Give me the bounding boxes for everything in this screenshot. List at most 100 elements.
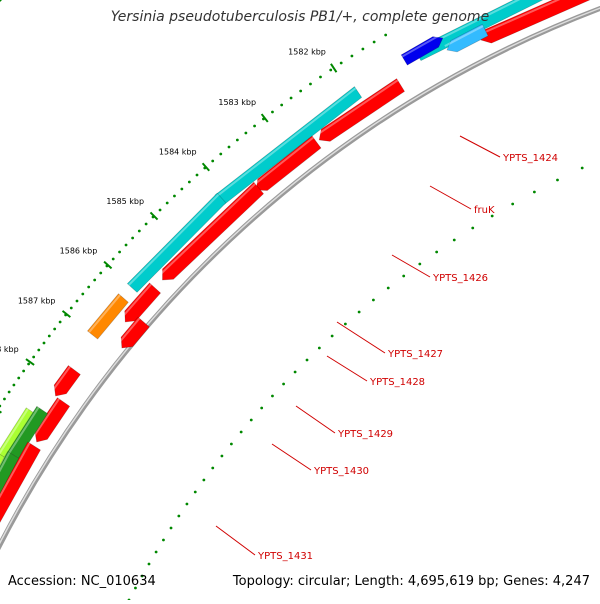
gene-arrow-ypts1431 bbox=[0, 441, 41, 523]
scale-tick-label: 1582 kbp bbox=[288, 47, 326, 56]
gene-arrow-ypts1431-shine bbox=[0, 442, 31, 499]
gene-arrow-ypts1424 bbox=[318, 78, 405, 142]
scale-dot bbox=[187, 180, 191, 184]
inner-scale-dot bbox=[202, 478, 206, 482]
gene-arrow-ypts1424-shine bbox=[315, 79, 399, 137]
inner-scale-dot bbox=[418, 262, 422, 266]
scale-dot bbox=[27, 362, 31, 366]
scale-dot bbox=[384, 33, 388, 37]
scale-dot bbox=[219, 152, 223, 156]
scale-dot bbox=[124, 243, 128, 247]
inner-scale-dot bbox=[271, 394, 274, 398]
scale-dot bbox=[309, 82, 312, 86]
scale-dot bbox=[271, 110, 274, 114]
scale-tick-label: 1588 kbp bbox=[0, 345, 19, 354]
scale-dot bbox=[3, 397, 6, 401]
inner-scale-dot bbox=[532, 190, 536, 194]
scale-dot bbox=[87, 285, 91, 289]
gene-arrow-ypts1430 bbox=[34, 397, 71, 443]
gene-label: YPTS_1426 bbox=[432, 273, 488, 284]
gene-label-leader bbox=[391, 254, 431, 278]
scale-tick bbox=[149, 211, 159, 221]
scale-dot bbox=[17, 376, 21, 380]
inner-scale-dot bbox=[490, 214, 494, 218]
gene-arrow-ypts1429-shine bbox=[50, 366, 71, 394]
scale-dot bbox=[53, 327, 57, 331]
scale-dot bbox=[319, 75, 322, 79]
scale-tick bbox=[260, 113, 269, 123]
scale-dot bbox=[227, 145, 231, 149]
scale-dot bbox=[37, 348, 41, 352]
scale-dot bbox=[32, 355, 36, 359]
scale-dot bbox=[211, 159, 215, 163]
inner-scale-dot bbox=[162, 538, 165, 542]
scale-dots bbox=[0, 33, 388, 408]
gene-label: YPTS_1428 bbox=[369, 377, 425, 388]
gene-arrow-ypts1428 bbox=[120, 316, 150, 349]
scale-tick-label: 1586 kbp bbox=[60, 247, 98, 256]
gene-arrow-fruk-shine bbox=[252, 136, 314, 187]
scale-tick-label: 1583 kbp bbox=[218, 98, 256, 107]
inner-scale-dot bbox=[402, 274, 406, 278]
gene-block-lightgreen-1430 bbox=[0, 407, 34, 458]
scale-tick bbox=[0, 410, 2, 414]
scale-dot bbox=[180, 187, 184, 191]
gene-label-leader bbox=[336, 321, 386, 354]
genome-summary-text: Topology: circular; Length: 4,695,619 bp… bbox=[232, 574, 590, 589]
scale-dot bbox=[99, 271, 103, 275]
scale-dot bbox=[118, 250, 121, 254]
inner-scale-dot bbox=[147, 562, 151, 566]
scale-dot bbox=[329, 68, 333, 72]
scale-dot bbox=[372, 40, 376, 44]
scale-tick bbox=[103, 260, 113, 270]
gene-label: YPTS_1424 bbox=[502, 153, 558, 164]
scale-dot bbox=[158, 208, 162, 212]
scale-tick bbox=[61, 310, 71, 318]
inner-scale-dot bbox=[330, 334, 334, 338]
inner-scale-dot bbox=[260, 406, 264, 410]
inner-scale-dot bbox=[134, 586, 137, 590]
inner-scale-dot bbox=[220, 454, 224, 458]
scale-dot bbox=[165, 201, 169, 205]
scale-dot bbox=[195, 173, 199, 177]
scale-dot bbox=[244, 131, 248, 135]
inner-scale-dot bbox=[154, 550, 158, 554]
scale-dot bbox=[339, 61, 343, 65]
inner-scale-dot bbox=[372, 298, 375, 302]
inner-scale-dot bbox=[556, 178, 559, 182]
inner-scale-dot bbox=[239, 430, 243, 434]
scale-dot bbox=[69, 306, 73, 310]
scale-dot bbox=[280, 103, 284, 107]
gene-label: YPTS_1430 bbox=[313, 466, 369, 477]
scale-dot bbox=[75, 299, 79, 303]
inner-scale-dot bbox=[511, 202, 515, 206]
gene-arrow-blue-shine bbox=[401, 33, 442, 58]
gene-arrow-fruk bbox=[256, 135, 322, 191]
scale-dot bbox=[12, 383, 16, 387]
scale-dot bbox=[253, 124, 256, 128]
scale-dot bbox=[173, 194, 176, 198]
accession-text: Accession: NC_010634 bbox=[8, 574, 156, 589]
scale-dot bbox=[7, 390, 11, 394]
inner-scale-dot bbox=[229, 442, 233, 446]
gene-label-leader bbox=[271, 443, 312, 471]
gene-label: YPTS_1431 bbox=[257, 551, 313, 562]
gene-block-darkgreen-1431 bbox=[0, 451, 20, 495]
inner-scale-dot bbox=[211, 466, 215, 470]
scale-dot bbox=[22, 369, 26, 373]
gene-arrow-blue bbox=[400, 36, 444, 66]
gene-arrow-ypts1427-shine bbox=[120, 283, 152, 320]
scale-dot bbox=[361, 47, 365, 51]
scale-tick bbox=[25, 358, 35, 366]
inner-scale-dot bbox=[317, 346, 321, 350]
gene-block-darkgreen-1430-shine bbox=[8, 406, 40, 454]
gene-arrow-lightblue bbox=[446, 23, 489, 53]
inner-scale-dot bbox=[140, 574, 144, 578]
cds-block-ypts1424-shine bbox=[215, 87, 357, 198]
gene-block-orange bbox=[87, 293, 129, 340]
inner-scale-dot bbox=[357, 310, 361, 314]
